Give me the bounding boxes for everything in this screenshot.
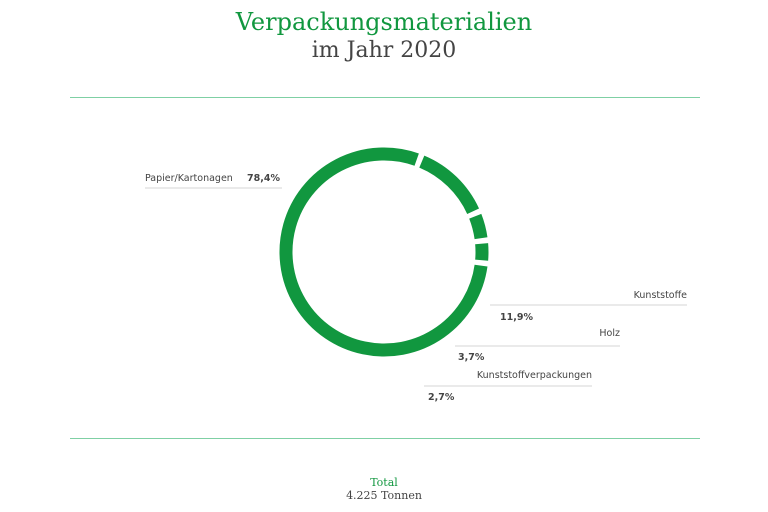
slice-value-kunststoffverpackungen: 2,7% [428,392,455,403]
slice-label-holz: Holz [599,328,620,339]
slice-value-papier-kartonagen: 78,4% [247,173,280,184]
slice-value-kunststoffe: 11,9% [500,312,533,323]
slice-kunststoffe [419,155,480,215]
top-divider [70,97,700,98]
slice-holz [469,213,488,240]
slice-label-papier-kartonagen: Papier/Kartonagen [145,173,233,184]
slice-value-holz: 3,7% [458,352,485,363]
slice-papier-kartonagen [279,147,488,357]
slice-label-kunststoffe: Kunststoffe [634,290,688,301]
total-value: 4.225 Tonnen [346,489,422,502]
chart-subtitle: im Jahr 2020 [311,38,457,63]
chart-title: Verpackungsmaterialien [235,8,533,36]
slice-label-kunststoffverpackungen: Kunststoffverpackungen [477,370,592,381]
total-label: Total [370,476,398,489]
bottom-divider [70,438,700,439]
